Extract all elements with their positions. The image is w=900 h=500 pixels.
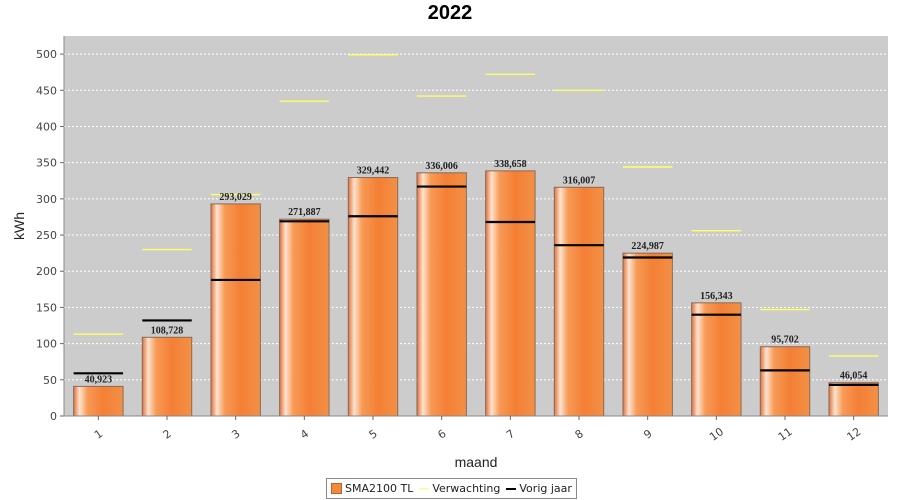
legend: SMA2100 TL Verwachting Vorig jaar bbox=[326, 478, 577, 499]
legend-swatch-previous bbox=[506, 487, 517, 490]
y-tick-label: 300 bbox=[36, 193, 57, 206]
bar bbox=[347, 177, 399, 417]
x-tick-label: 5 bbox=[367, 427, 380, 442]
bar bbox=[691, 302, 742, 417]
grid-lines bbox=[64, 53, 888, 381]
bar bbox=[485, 170, 536, 417]
x-tick-label: 9 bbox=[641, 427, 654, 442]
y-tick-label: 100 bbox=[36, 338, 57, 351]
bar bbox=[210, 203, 261, 417]
y-tick-label: 0 bbox=[50, 410, 57, 423]
x-axis-label: maand bbox=[455, 454, 498, 470]
bar-data-label: 293,029 bbox=[219, 192, 252, 203]
bar-data-label: 336,006 bbox=[425, 161, 458, 172]
legend-label-bars: SMA2100 TL bbox=[345, 482, 414, 495]
bar-data-label: 40,923 bbox=[85, 374, 113, 385]
bar-data-label: 108,728 bbox=[151, 325, 184, 336]
legend-label-expected: Verwachting bbox=[432, 482, 501, 495]
bar-data-label: 329,442 bbox=[357, 166, 390, 177]
x-tick-label: 4 bbox=[298, 427, 311, 442]
bar-data-label: 224,987 bbox=[631, 241, 664, 252]
legend-item-previous: Vorig jaar bbox=[506, 482, 572, 495]
x-tick-label: 3 bbox=[229, 427, 242, 442]
legend-label-previous: Vorig jaar bbox=[519, 482, 572, 495]
chart-title: 2022 bbox=[427, 2, 473, 24]
marker-series bbox=[73, 54, 879, 386]
bar-data-label: 316,007 bbox=[563, 175, 596, 186]
y-tick-label: 150 bbox=[36, 301, 57, 314]
x-tick-label: 12 bbox=[844, 425, 863, 444]
legend-item-expected: Verwachting bbox=[419, 482, 500, 495]
bar bbox=[622, 252, 673, 417]
x-tick-label: 6 bbox=[435, 427, 448, 442]
legend-swatch-expected bbox=[419, 488, 430, 489]
bar-data-label: 156,343 bbox=[700, 291, 733, 302]
y-axis-label: kWh bbox=[11, 212, 27, 240]
y-tick-label: 500 bbox=[36, 48, 57, 61]
legend-item-bars: SMA2100 TL bbox=[331, 482, 413, 495]
bar-data-label: 338,658 bbox=[494, 159, 527, 170]
bar bbox=[553, 186, 605, 417]
y-tick-label: 400 bbox=[36, 120, 57, 133]
bar-data-label: 46,054 bbox=[840, 371, 868, 382]
bar bbox=[828, 382, 879, 417]
y-tick-label: 50 bbox=[43, 374, 57, 387]
bar-data-label: 271,887 bbox=[288, 207, 321, 218]
chart-svg: 40,923 108,728 293,029 271,887 329,442 336,00… bbox=[11, 36, 888, 470]
data-labels: 40,923 108,728 293,029 271,887 329,442 336,00… bbox=[85, 159, 868, 386]
y-tick-label: 350 bbox=[36, 157, 57, 170]
bar bbox=[73, 385, 124, 417]
bar-data-label: 95,702 bbox=[771, 335, 799, 346]
bar bbox=[141, 336, 193, 417]
y-tick-label: 250 bbox=[36, 229, 57, 242]
x-tick-label: 10 bbox=[707, 425, 726, 444]
x-tick-label: 1 bbox=[92, 427, 105, 442]
x-tick-label: 2 bbox=[161, 427, 174, 442]
bar bbox=[279, 218, 330, 417]
legend-swatch-bar bbox=[331, 483, 342, 494]
plot-area bbox=[64, 36, 888, 416]
x-tick-label: 11 bbox=[776, 425, 795, 444]
y-tick-label: 200 bbox=[36, 265, 57, 278]
bar bbox=[759, 346, 811, 417]
x-tick-label: 7 bbox=[504, 427, 517, 442]
y-tick-label: 450 bbox=[36, 84, 57, 97]
x-tick-label: 8 bbox=[573, 427, 586, 442]
bar bbox=[416, 172, 467, 417]
